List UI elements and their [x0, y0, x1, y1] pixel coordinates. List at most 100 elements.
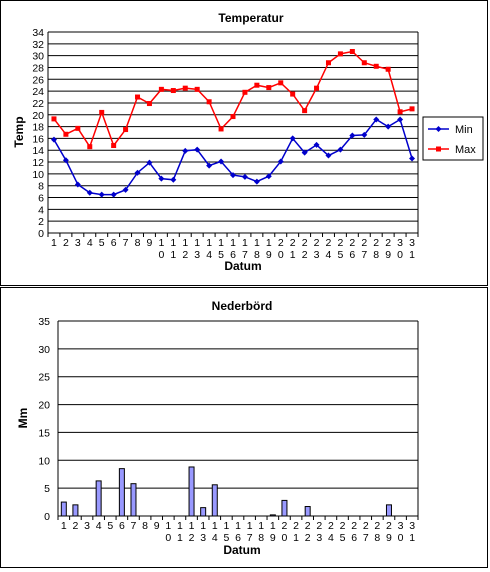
data-point-min [86, 189, 93, 196]
y-tick-label: 28 [32, 62, 44, 74]
x-tick-label: 7 [131, 520, 137, 532]
x-tick-label: 2 [72, 520, 78, 532]
data-point-max [146, 101, 152, 107]
series-line-max [53, 50, 413, 149]
y-tick-label: 20 [32, 110, 44, 122]
data-point-min [194, 146, 201, 153]
data-point-min [218, 158, 225, 165]
data-point-max [242, 89, 248, 95]
legend-label-max: Max [455, 144, 476, 156]
data-point-max [170, 88, 176, 94]
x-tick-label: 3 [84, 520, 90, 532]
data-point-max [278, 80, 284, 86]
y-tick-label: 12 [32, 157, 44, 169]
data-point-min [170, 176, 177, 183]
data-point-min [277, 158, 284, 165]
y-tick-label: 4 [38, 204, 44, 216]
temperature-chart-panel: 0 2 4 6 8 10 12 14 16 18 20 22 24 26 28 30 32 34 1 2 3 4 5 6 7 8 9… [0, 0, 488, 286]
bar [118, 468, 125, 517]
data-point-min [253, 178, 260, 185]
y-tick-label: 5 [44, 483, 50, 495]
y-tick-label: 10 [32, 169, 44, 181]
data-point-max [218, 126, 224, 132]
data-point-min [206, 162, 213, 169]
data-point-max [111, 143, 117, 149]
x-tick-label: 9 [147, 237, 153, 249]
data-point-min [230, 172, 236, 179]
data-point-max [230, 114, 236, 120]
data-point-max [385, 66, 391, 72]
data-point-max [409, 106, 415, 112]
bar [60, 501, 67, 517]
y-axis-label: Mm [16, 408, 30, 429]
data-point-max [194, 86, 200, 92]
chart-title: Nederbörd [212, 299, 273, 313]
data-point-min [265, 173, 272, 180]
y-tick-label: 16 [32, 133, 44, 145]
bar [385, 504, 392, 517]
bar [200, 507, 207, 517]
data-point-min [325, 152, 332, 159]
x-tick-label: 7 [123, 237, 129, 249]
chart-title: Temperatur [218, 11, 283, 25]
x-tick-label: 4 [96, 520, 102, 532]
legend-marker-min [435, 126, 442, 132]
bar [95, 480, 102, 517]
y-tick-label: 15 [38, 427, 50, 439]
x-tick-label: 8 [135, 237, 141, 249]
y-tick-label: 32 [32, 39, 44, 51]
data-point-max [254, 82, 260, 88]
data-point-max [325, 60, 331, 66]
legend-label-min: Min [455, 124, 473, 136]
data-point-min [337, 146, 344, 153]
data-point-max [397, 109, 403, 115]
y-tick-label: 14 [32, 145, 44, 157]
data-point-min [349, 132, 356, 139]
data-point-min [134, 169, 141, 176]
precipitation-chart-panel: 0 5 10 15 20 25 30 35 1 2 3 4 5 6 7 8 9 1 0 1 1 1 2 1 3 1 4 1 5 1 6 1 7 1… [0, 287, 488, 568]
y-tick-label: 24 [32, 86, 44, 98]
y-tick-label: 8 [38, 181, 44, 193]
y-tick-label: 25 [38, 372, 50, 384]
y-tick-label: 35 [38, 316, 50, 328]
legend-box [422, 116, 484, 161]
y-tick-label: 30 [32, 51, 44, 63]
bar [211, 484, 218, 517]
data-point-min [385, 123, 392, 130]
x-axis-label: Datum [224, 259, 261, 273]
data-point-max [51, 116, 57, 122]
data-point-max [99, 109, 105, 115]
data-point-max [206, 99, 212, 105]
data-point-max [337, 51, 343, 57]
y-tick-label: 20 [38, 400, 50, 412]
data-point-max [266, 85, 272, 91]
data-point-max [314, 85, 320, 91]
data-point-max [290, 91, 296, 97]
data-point-min [397, 116, 404, 123]
